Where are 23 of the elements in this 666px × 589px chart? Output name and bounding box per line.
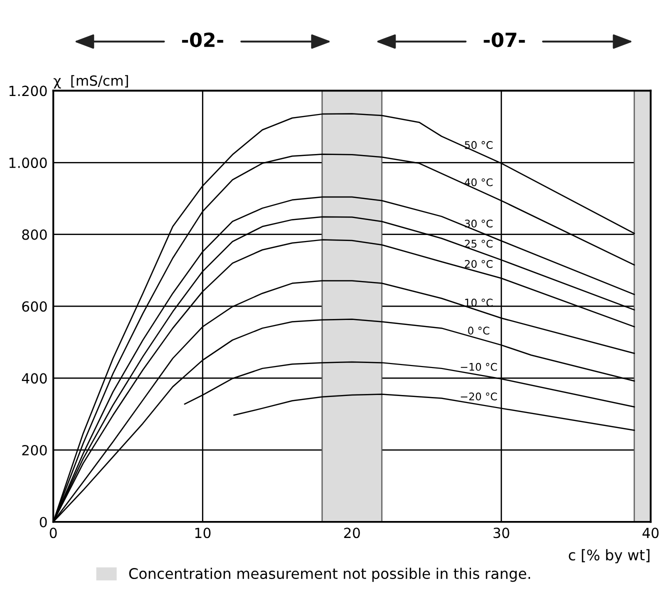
y-tick-label: 600 (22, 301, 47, 312)
y-tick-label: 800 (22, 229, 47, 240)
series-label: 40 °C (464, 178, 493, 186)
text: -02- (182, 32, 224, 48)
y-tick-label: 400 (22, 373, 47, 384)
legend-label: Concentration measurement not possible in this range. (129, 568, 530, 582)
x-tick-label: 20 (344, 528, 360, 538)
y-tick-label: 200 (22, 444, 47, 456)
x-tick-label: 40 (642, 528, 659, 538)
series-label: 0 °C (468, 326, 490, 335)
y-tick-label: 1.000 (9, 158, 47, 168)
x-tick-label: 10 (195, 528, 211, 538)
series-label: 20 °C (464, 260, 493, 268)
series-label: −20 °C (460, 392, 497, 400)
y-tick-label: 1.200 (9, 86, 47, 96)
series-label: −10 °C (460, 362, 497, 371)
text: -07- (484, 32, 525, 48)
x-axis-title: c [% by wt] (568, 549, 650, 564)
y-tick-label: 0 (40, 516, 47, 528)
series-label: 50 °C (464, 141, 493, 149)
y-axis-title: χ [mS/cm] (54, 75, 128, 89)
x-tick-label: 30 (494, 528, 510, 538)
x-tick-label: 0 (50, 528, 57, 538)
